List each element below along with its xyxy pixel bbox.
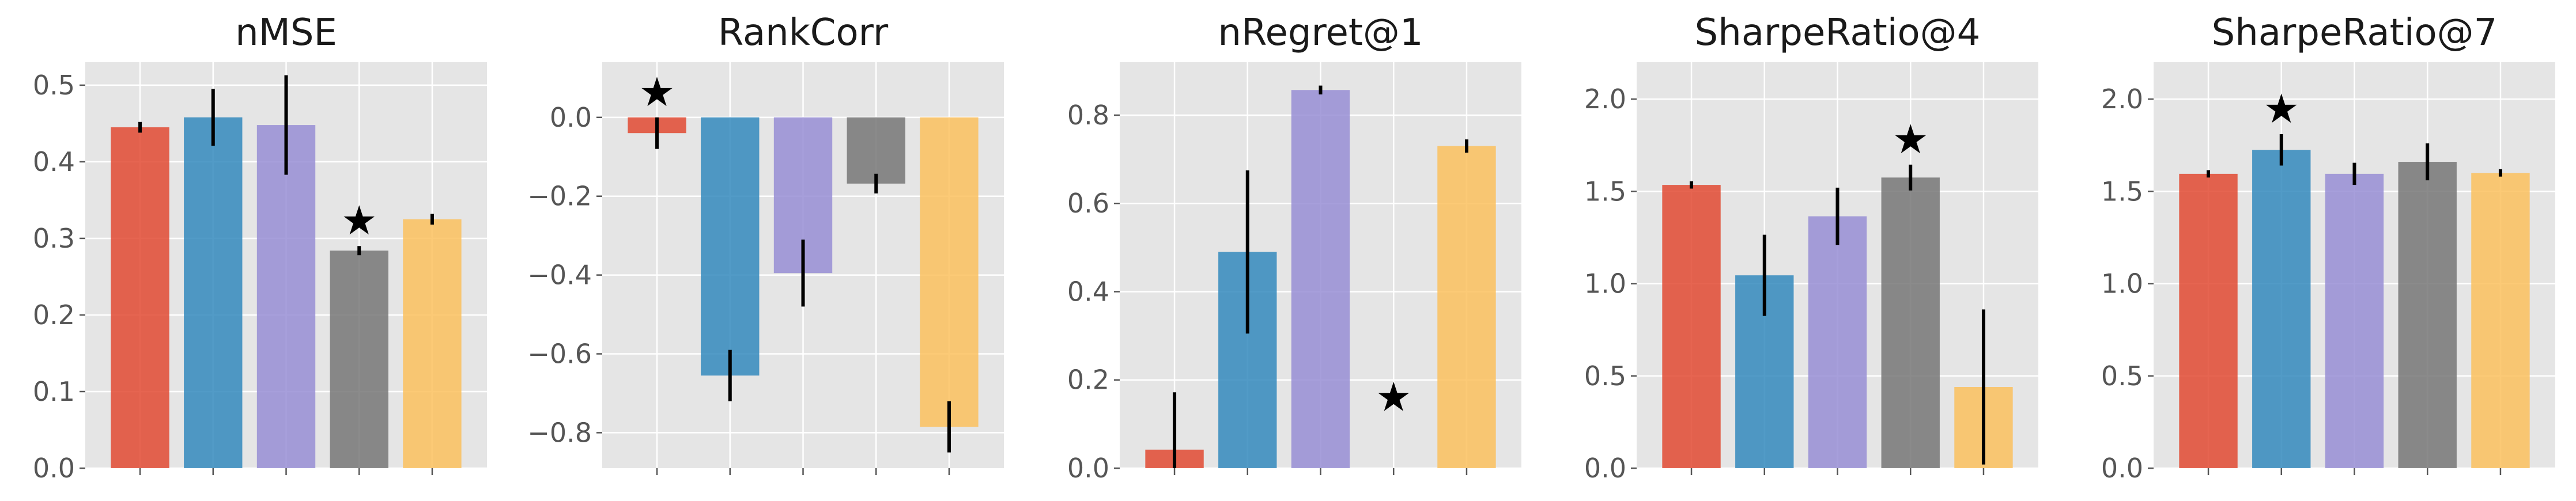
y-tick-label: 0.8 [1067,100,1109,131]
bar-1 [1662,185,1721,468]
y-tick-label: 0.2 [1067,365,1109,396]
best-marker-star: ★ [341,197,377,244]
bar-4 [2398,162,2457,469]
bar-2 [2252,150,2311,468]
best-marker-star: ★ [639,69,675,116]
y-tick-label: 0.2 [33,299,75,331]
chart-panel-2: RankCorr 0.0 −0.2 −0.4 −0.6 −0.8 ★ [527,12,1004,475]
y-tick-label: 0.5 [33,70,75,101]
bar-5 [1437,146,1496,468]
bar-3 [1808,216,1867,468]
y-tick-label: 0.3 [33,223,75,254]
bar-3 [1291,90,1350,469]
y-tick-label: 0.0 [1584,453,1626,484]
y-tick-label: 1.0 [1584,268,1626,299]
y-tick-label: 0.4 [33,146,75,177]
bar-3 [256,125,316,469]
y-tick-label: 0.5 [2101,360,2143,392]
y-tick-label: 0.4 [1067,276,1109,307]
chart-title: nRegret@1 [1218,12,1423,54]
y-tick-label: 1.5 [1584,176,1626,207]
bar-1 [2179,173,2238,468]
chart-panel-4: SharpeRatio@4 0.0 0.5 1.0 1.5 2.0 ★ [1584,12,2038,484]
bar-3 [2325,173,2384,468]
y-tick-label: 2.0 [1584,84,1626,115]
y-tick-label: −0.6 [527,339,592,370]
bar-2 [184,117,243,469]
y-tick-label: 1.0 [2101,268,2143,299]
y-tick-label: 0.0 [33,453,75,484]
y-tick-label: 0.5 [1584,360,1626,392]
y-tick-label: 0.1 [33,376,75,407]
bar-4 [330,251,388,468]
chart-title: SharpeRatio@7 [2212,12,2498,54]
bar-5 [2471,173,2530,469]
chart-title: SharpeRatio@4 [1695,12,1981,54]
bar-5 [920,117,979,427]
chart-panel-5: SharpeRatio@7 0.0 0.5 1.0 1.5 2.0 ★ [2101,12,2555,484]
chart-title: nMSE [235,12,337,54]
bar-1 [111,127,169,468]
y-tick-label: −0.8 [527,417,592,448]
chart-panel-1: nMSE 0.0 0.1 0.2 0.3 0.4 0.5 ★ [33,12,487,484]
best-marker-star: ★ [1893,116,1929,163]
y-tick-label: 1.5 [2101,176,2143,207]
y-tick-label: 2.0 [2101,84,2143,115]
best-marker-star: ★ [2263,85,2299,132]
y-tick-label: −0.2 [527,181,592,212]
bar-5 [403,219,462,468]
y-tick-label: 0.0 [2101,453,2143,484]
chart-panel-3: nRegret@1 0.0 0.2 0.4 0.6 0.8 ★ [1067,12,1521,484]
best-marker-star: ★ [1376,373,1412,420]
y-tick-label: −0.4 [527,260,592,291]
y-tick-label: 0.0 [1067,453,1109,484]
chart-title: RankCorr [718,12,889,54]
bar-2 [701,117,760,376]
y-tick-label: 0.0 [550,102,592,133]
bar-4 [847,117,905,184]
bar-4 [1881,177,1940,468]
y-tick-label: 0.6 [1067,188,1109,219]
